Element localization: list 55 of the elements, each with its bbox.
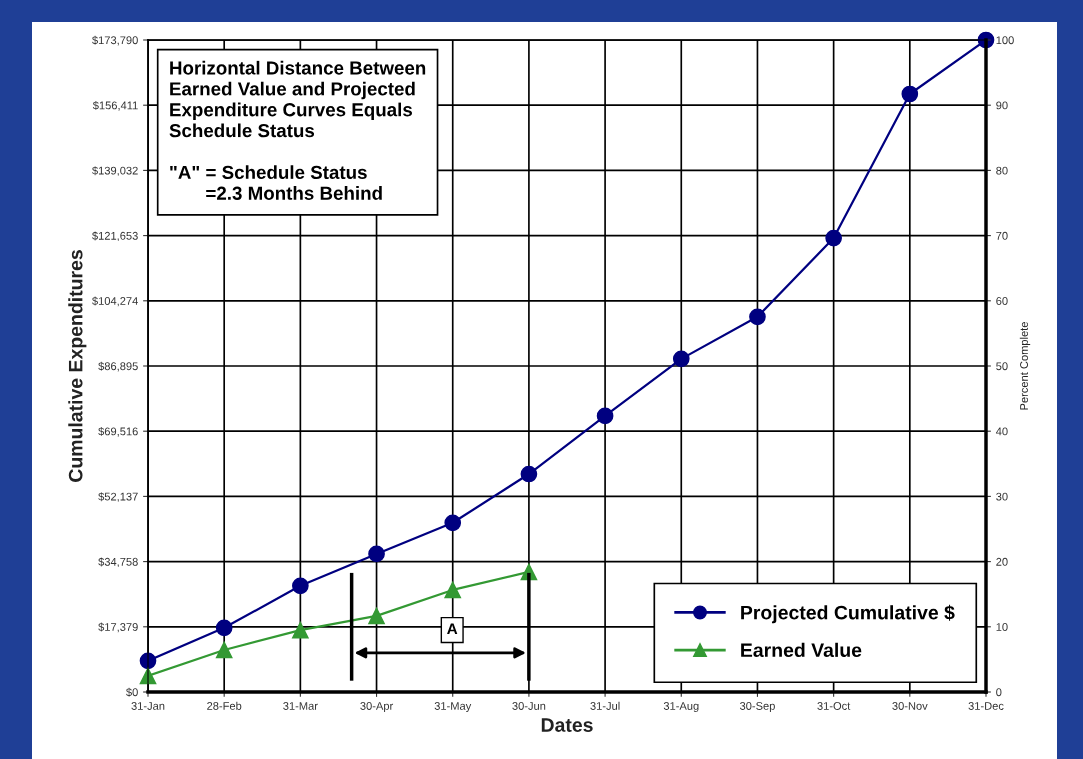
x-tick-label: 31-Jan bbox=[131, 702, 165, 710]
x-tick-label: 31-May bbox=[434, 702, 472, 713]
point bbox=[520, 465, 538, 483]
y-tick-label: $121,653 bbox=[92, 231, 138, 242]
y-tick-label: $139,032 bbox=[92, 166, 138, 176]
y-tick-label: $173,790 bbox=[92, 35, 138, 46]
y2-tick-label: 10 bbox=[996, 623, 1008, 631]
y-axis-title: Cumulative Expenditures bbox=[68, 250, 87, 482]
y2-tick-label: 80 bbox=[996, 166, 1008, 175]
point bbox=[368, 607, 385, 625]
point bbox=[368, 545, 385, 563]
y-tick-label: $156,411 bbox=[92, 101, 138, 111]
point bbox=[596, 407, 614, 425]
y2-tick-label: 0 bbox=[996, 688, 1002, 697]
point bbox=[292, 577, 309, 595]
legend-label: Earned Value bbox=[741, 642, 862, 658]
y2-tick-label: 90 bbox=[996, 101, 1008, 110]
point bbox=[215, 641, 233, 659]
y2-tick-label: 70 bbox=[996, 231, 1008, 240]
point bbox=[215, 619, 233, 637]
point bbox=[444, 581, 462, 599]
y-tick-label: $69,516 bbox=[98, 427, 138, 437]
x-tick-label: 31-Dec bbox=[968, 702, 1004, 710]
x-axis-title: Dates bbox=[541, 718, 593, 732]
y2-tick-label: 20 bbox=[996, 557, 1008, 566]
y2-tick-label: 50 bbox=[996, 362, 1008, 371]
point bbox=[672, 350, 690, 368]
x-tick-label: 30-Sep bbox=[739, 702, 775, 713]
point bbox=[749, 308, 766, 326]
point bbox=[292, 621, 309, 639]
y2-tick-label: 40 bbox=[995, 427, 1008, 436]
annotation: A bbox=[447, 623, 458, 635]
legend-label: Projected Cumulative $ bbox=[741, 604, 955, 624]
y-tick-label: $52,137 bbox=[98, 492, 138, 502]
y2-axis-title: Percent Complete bbox=[1019, 322, 1031, 410]
x-tick-label: 30-Apr bbox=[360, 702, 394, 713]
y-tick-label: $34,758 bbox=[98, 557, 138, 568]
y2-tick-label: 100 bbox=[996, 36, 1014, 45]
text: Horizontal Distance Between Earned Value and Projected Expenditure Curves Equals Schedule Status "A" = Schedule Status =2.3 Months Behind bbox=[169, 60, 426, 200]
x-tick-label: 30-Nov bbox=[892, 702, 928, 710]
y2-tick-label: 30 bbox=[996, 492, 1008, 501]
y2-tick-label: 60 bbox=[996, 297, 1008, 305]
y-tick-label: $0 bbox=[126, 687, 138, 697]
x-tick-label: 31-Oct bbox=[817, 702, 851, 710]
x-tick-label: 28-Feb bbox=[207, 701, 242, 710]
x-tick-label: 31-Aug bbox=[663, 702, 699, 713]
point bbox=[825, 229, 842, 247]
x-tick-label: 31-Jul bbox=[590, 701, 620, 710]
y-tick-label: $104,274 bbox=[92, 296, 138, 307]
y-tick-label: $17,379 bbox=[98, 622, 138, 633]
y-tick-label: $86,895 bbox=[98, 361, 138, 372]
point bbox=[901, 85, 919, 103]
point bbox=[444, 514, 462, 532]
x-tick-label: 31-Mar bbox=[283, 702, 318, 710]
x-tick-label: 30-Jun bbox=[512, 702, 546, 710]
